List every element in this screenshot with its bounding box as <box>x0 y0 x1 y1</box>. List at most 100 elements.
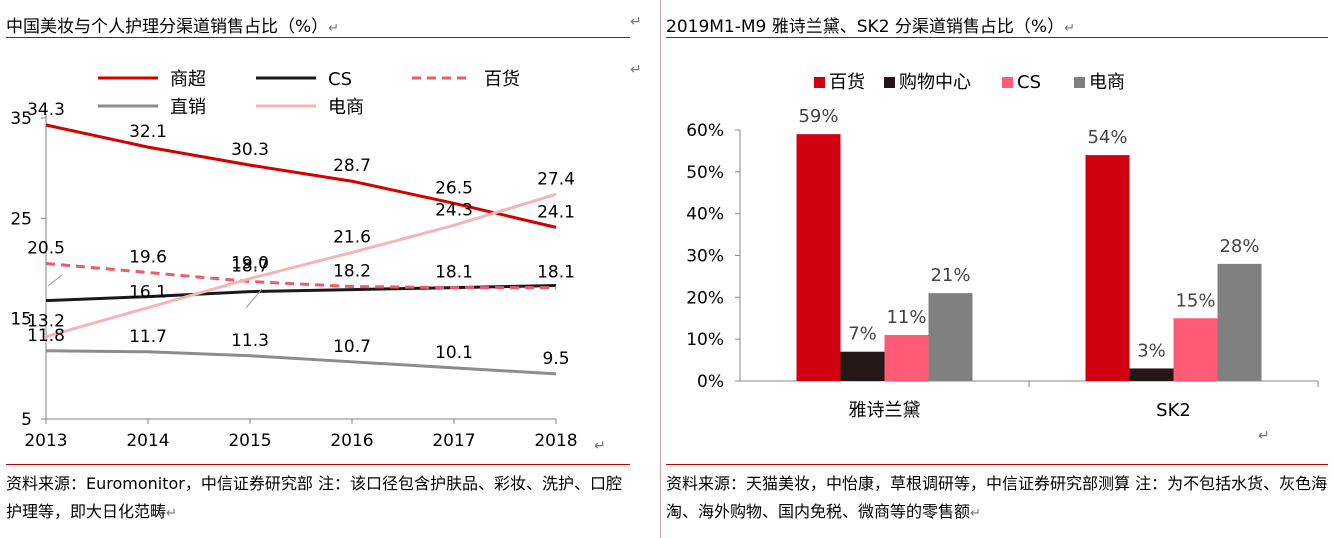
bar-电商 <box>928 293 973 381</box>
data-label: 20.5 <box>27 238 65 258</box>
data-label: 32.1 <box>129 122 167 142</box>
data-label: 9.5 <box>542 349 569 369</box>
data-label: 11.3 <box>231 331 269 351</box>
bar-value-label: 21% <box>930 265 970 286</box>
bar-value-label: 59% <box>798 106 838 127</box>
bar-value-label: 28% <box>1219 236 1259 257</box>
legend-label: CS <box>328 69 352 90</box>
right-title-return-mark: ↵ <box>1064 21 1075 36</box>
series-line-直销 <box>45 349 557 376</box>
data-label: 11.7 <box>129 327 167 347</box>
bar-购物中心 <box>840 351 885 381</box>
legend-label: 百货 <box>484 69 520 90</box>
legend-label: 电商 <box>1089 72 1125 93</box>
legend-swatch-购物中心 <box>884 77 895 88</box>
y-tick-label: 60% <box>686 121 724 141</box>
x-tick-label: 2017 <box>432 431 475 451</box>
panel-divider <box>660 0 661 538</box>
category-label: SK2 <box>1156 400 1191 421</box>
bar-百货 <box>796 134 841 381</box>
data-label: 10.1 <box>435 343 473 363</box>
bar-百货 <box>1085 155 1130 381</box>
data-label: 27.4 <box>537 169 575 189</box>
bar-value-label: 7% <box>848 324 877 345</box>
series-line-电商 <box>45 192 557 339</box>
data-label: 19.0 <box>231 254 269 274</box>
leader-line <box>47 274 63 287</box>
data-label: 24.1 <box>537 202 575 222</box>
data-label: 13.2 <box>27 312 65 332</box>
leader-line <box>245 288 263 309</box>
x-tick-label: 2014 <box>126 431 169 451</box>
legend-label: 百货 <box>829 72 865 93</box>
legend-label: CS <box>1017 72 1041 93</box>
left-title-end-mark: ↵ <box>630 14 642 30</box>
legend-label: 商超 <box>170 69 206 90</box>
data-label: 34.3 <box>27 100 65 120</box>
right-source-rule <box>666 464 1328 465</box>
right-source-text: 资料来源：天猫美妆，中怡康，草根调研等，中信证券研究部测算 注：为不包括水货、灰… <box>666 474 1328 521</box>
legend-swatch-百货 <box>814 77 825 88</box>
left-source-text: 资料来源：Euromonitor，中信证券研究部 注：该口径包含护肤品、彩妆、洗… <box>6 474 622 521</box>
bar-value-label: 15% <box>1175 290 1215 311</box>
data-label: 18.7 <box>231 257 269 277</box>
right-top-mark: ↵ <box>630 62 642 78</box>
data-label: 18.1 <box>537 263 575 283</box>
right-source-return-mark: ↵ <box>970 506 981 521</box>
data-label: 10.7 <box>333 337 371 357</box>
left-source-note: 资料来源：Euromonitor，中信证券研究部 注：该口径包含护肤品、彩妆、洗… <box>6 470 632 528</box>
x-tick-label: 2018 <box>534 431 577 451</box>
bar-CS <box>1173 318 1218 381</box>
data-label: 16.1 <box>129 283 167 303</box>
data-label: 21.6 <box>333 227 371 247</box>
y-tick-label: 15 <box>10 310 32 330</box>
y-tick-label: 10% <box>686 330 724 350</box>
category-label: 雅诗兰黛 <box>849 400 921 421</box>
series-line-商超 <box>45 123 557 229</box>
bar-value-label: 3% <box>1137 340 1166 361</box>
left-chart-title: 中国美妆与个人护理分渠道销售占比（%）↵ <box>6 12 339 37</box>
right-chart-end-mark: ↵ <box>1258 428 1270 444</box>
data-label: 18.1 <box>435 263 473 283</box>
bar-CS <box>884 334 929 381</box>
left-source-return-mark: ↵ <box>166 506 177 521</box>
legend-swatch-CS <box>1002 77 1013 88</box>
left-title-rule <box>6 37 630 38</box>
data-label: 11.8 <box>27 326 65 346</box>
bar-电商 <box>1217 263 1262 381</box>
right-chart-title: 2019M1-M9 雅诗兰黛、SK2 分渠道销售占比（%）↵ <box>666 12 1075 37</box>
right-title-text: 2019M1-M9 雅诗兰黛、SK2 分渠道销售占比（%） <box>666 17 1065 37</box>
left-title-text: 中国美妆与个人护理分渠道销售占比（%） <box>6 17 329 37</box>
y-tick-label: 40% <box>686 205 724 225</box>
y-tick-label: 25 <box>10 209 32 229</box>
right-title-rule <box>666 37 1328 38</box>
left-source-rule <box>6 464 630 465</box>
right-source-note: 资料来源：天猫美妆，中怡康，草根调研等，中信证券研究部测算 注：为不包括水货、灰… <box>666 470 1330 528</box>
x-tick-label: 2015 <box>228 431 271 451</box>
y-tick-label: 0% <box>697 372 724 392</box>
data-label: 19.6 <box>129 248 167 268</box>
bar-购物中心 <box>1129 368 1174 381</box>
data-label: 30.3 <box>231 140 269 160</box>
y-tick-label: 20% <box>686 288 724 308</box>
legend-swatch-电商 <box>1074 77 1085 88</box>
data-label: 28.7 <box>333 156 371 176</box>
bar-value-label: 54% <box>1087 127 1127 148</box>
y-tick-label: 5 <box>21 410 32 430</box>
left-title-return-mark: ↵ <box>328 21 340 36</box>
left-chart-end-mark: ↵ <box>594 438 606 454</box>
y-tick-label: 30% <box>686 247 724 267</box>
x-tick-label: 2013 <box>24 431 67 451</box>
right-bar-chart: 0% 10% 20% 30% 40% 50% 60% 59% 7% 11%21% 雅诗兰黛 54% 3%… <box>686 72 1319 421</box>
bar-value-label: 11% <box>886 307 926 328</box>
data-label: 24.3 <box>435 200 473 220</box>
legend-label: 直销 <box>170 97 206 118</box>
series-line-CS <box>45 284 557 303</box>
legend-label: 电商 <box>328 97 364 118</box>
y-tick-label: 50% <box>686 163 724 183</box>
y-tick-label: 35 <box>10 109 32 129</box>
series-line-百货 <box>45 261 556 290</box>
data-label: 26.5 <box>435 178 473 198</box>
data-label: 18.2 <box>333 262 371 282</box>
x-tick-label: 2016 <box>330 431 373 451</box>
